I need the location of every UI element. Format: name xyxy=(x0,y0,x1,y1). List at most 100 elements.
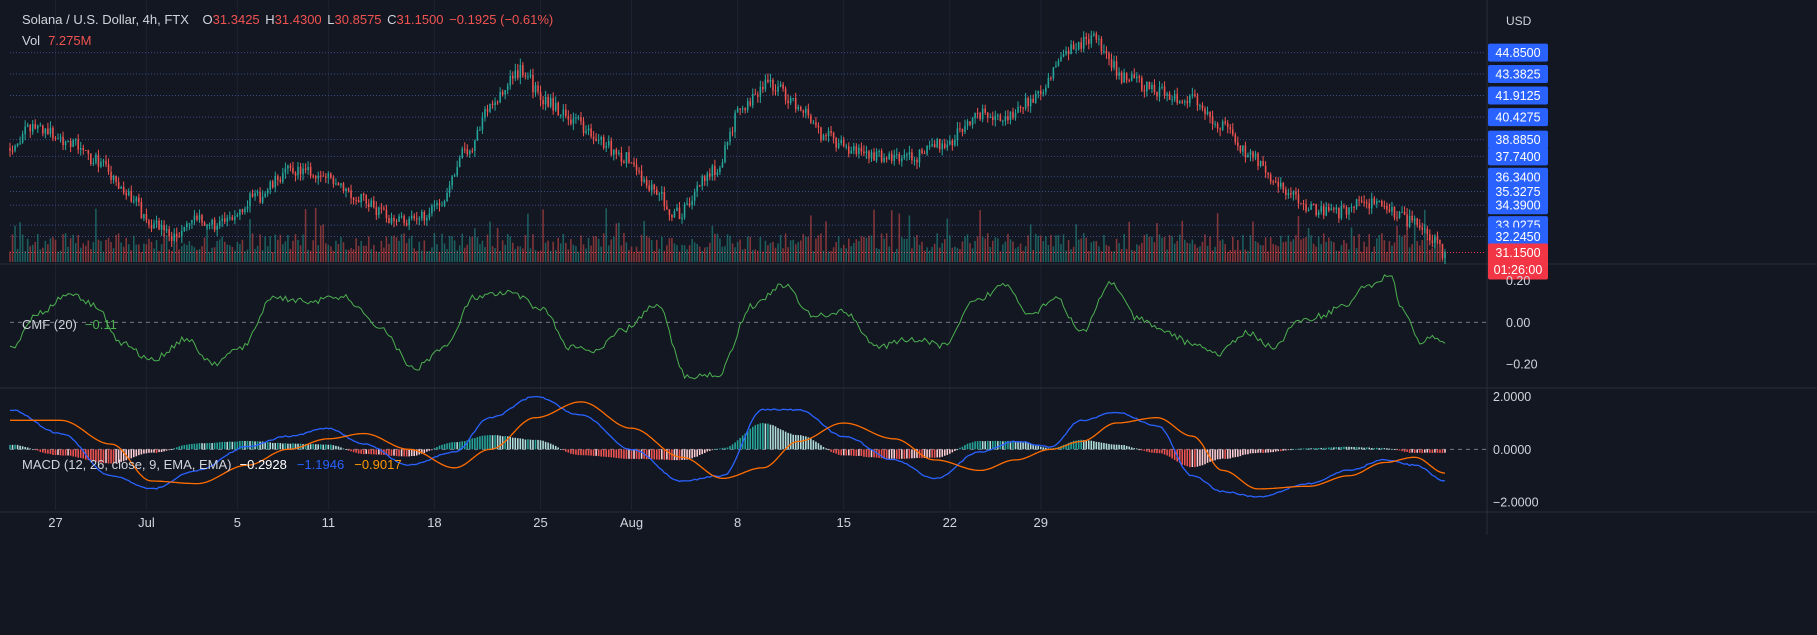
volume-bar xyxy=(549,250,552,262)
volume-bar xyxy=(1325,242,1328,262)
macd-histogram-bar xyxy=(1125,445,1128,450)
volume-bar xyxy=(1231,236,1234,262)
macd-histogram-bar xyxy=(1285,449,1287,451)
candle-body xyxy=(383,208,385,210)
volume-bar xyxy=(971,248,974,262)
volume-bar xyxy=(317,245,320,262)
macd-histogram-bar xyxy=(378,449,380,455)
volume-bar xyxy=(11,234,14,262)
candle-body xyxy=(847,146,850,154)
volume-bar xyxy=(893,252,896,262)
macd-histogram-bar xyxy=(1087,440,1090,450)
price-axis[interactable]: USD44.850043.382541.912540.427538.885037… xyxy=(1488,14,1548,510)
candle-body xyxy=(90,153,92,164)
candle-body xyxy=(542,100,544,105)
volume-bar xyxy=(383,247,385,262)
macd-histogram-bar xyxy=(1017,441,1019,450)
candle-body xyxy=(1108,53,1110,60)
volume-bar xyxy=(64,233,67,262)
candle-body xyxy=(1199,105,1201,107)
candle-body xyxy=(799,106,802,111)
volume-bar xyxy=(67,246,69,262)
candle-body xyxy=(997,115,999,117)
volume-bar xyxy=(1186,242,1189,262)
macd-histogram-bar xyxy=(44,449,47,454)
macd-histogram-bar xyxy=(1350,446,1353,450)
volume-bar xyxy=(759,237,762,262)
volume-bar xyxy=(878,248,880,262)
volume-bar xyxy=(870,235,873,262)
volume-bar xyxy=(69,238,72,262)
macd-histogram-bar xyxy=(709,449,711,451)
candle-body xyxy=(1226,123,1229,128)
volume-bar xyxy=(565,242,567,262)
macd-histogram-bar xyxy=(476,437,479,450)
candle-body xyxy=(1156,91,1158,97)
candle-body xyxy=(1229,127,1232,130)
candle-body xyxy=(595,138,597,141)
volume-bar xyxy=(499,250,501,262)
candle-body xyxy=(102,160,105,162)
macd-histogram-bar xyxy=(633,449,635,459)
volume-bar xyxy=(676,245,678,262)
macd-histogram-bar xyxy=(837,449,840,455)
candle-body xyxy=(223,218,226,222)
volume-bar xyxy=(504,244,506,262)
macd-histogram-bar xyxy=(592,449,595,457)
macd-histogram-bar xyxy=(754,425,757,450)
candle-body xyxy=(385,209,388,219)
macd-histogram-bar xyxy=(769,424,772,450)
candle-body xyxy=(299,166,302,175)
volume-bar xyxy=(542,209,544,262)
macd-histogram-bar xyxy=(1426,449,1429,453)
macd-histogram-bar xyxy=(456,442,458,450)
macd-histogram-bar xyxy=(410,449,413,457)
macd-histogram-bar xyxy=(1186,449,1189,467)
volume-bar xyxy=(175,235,178,262)
candle-body xyxy=(49,127,52,134)
candle-body xyxy=(1305,204,1307,212)
macd-histogram-bar xyxy=(216,442,218,450)
candle-body xyxy=(1057,60,1060,66)
volume-bar xyxy=(1277,246,1280,262)
volume-bar xyxy=(923,250,926,262)
volume-bar xyxy=(1396,225,1398,262)
candle-body xyxy=(395,220,398,222)
candle-body xyxy=(274,176,277,188)
macd-histogram-bar xyxy=(1077,439,1080,450)
macd-histogram-bar xyxy=(966,443,969,450)
macd-histogram-bar xyxy=(602,449,605,457)
macd-histogram-bar xyxy=(587,449,590,456)
macd-histogram-bar xyxy=(1360,447,1363,450)
macd-histogram-bar xyxy=(1322,447,1325,450)
macd-histogram-bar xyxy=(304,443,307,450)
candle-body xyxy=(325,176,327,178)
volume-bar xyxy=(337,243,340,262)
candle-body xyxy=(64,141,67,146)
candle-body xyxy=(506,85,509,90)
volume-bar xyxy=(42,247,44,262)
candle-body xyxy=(451,176,453,186)
candle-body xyxy=(592,136,595,139)
volume-bar xyxy=(534,250,537,262)
candle-body xyxy=(709,173,711,177)
candle-body xyxy=(1444,252,1446,258)
candle-body xyxy=(1130,74,1133,81)
volume-bar xyxy=(1373,246,1376,262)
candle-body xyxy=(797,106,800,110)
candle-body xyxy=(1292,191,1295,195)
macd-histogram-bar xyxy=(1330,447,1333,450)
macd-histogram-bar xyxy=(784,431,787,450)
candle-body xyxy=(1322,206,1325,216)
candle-body xyxy=(906,154,908,156)
macd-histogram-bar xyxy=(282,443,284,450)
candle-body xyxy=(1118,72,1120,76)
macd-histogram-bar xyxy=(600,449,602,457)
volume-bar xyxy=(1012,241,1014,262)
candle-body xyxy=(1034,93,1037,103)
volume-bar xyxy=(590,245,592,262)
macd-histogram-bar xyxy=(959,447,961,450)
time-axis[interactable]: 27 Jul 5 11 18 25 Aug 8 15 22 29 xyxy=(48,515,1048,530)
macd-histogram-bar xyxy=(77,449,79,458)
